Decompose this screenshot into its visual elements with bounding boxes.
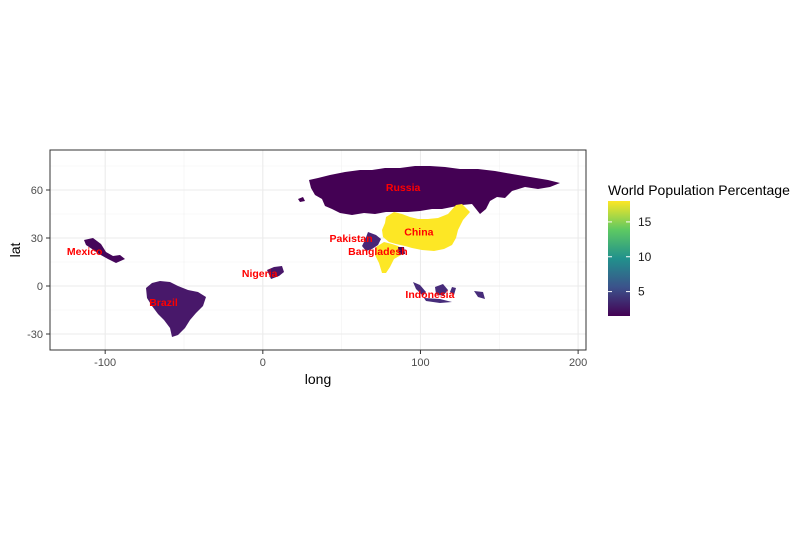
country-label-brazil: Brazil: [149, 297, 178, 309]
country-label-bangladesh: Bangladesh: [348, 246, 408, 258]
country-indonesia-sulawesi: [450, 287, 456, 295]
country-label-indonesia: Indonesia: [405, 289, 454, 301]
country-label-mexico: Mexico: [67, 246, 103, 258]
country-china: [382, 204, 470, 251]
country-label-pakistan: Pakistan: [330, 233, 373, 245]
country-pakistan: [362, 232, 381, 251]
country-label-russia: Russia: [386, 182, 421, 194]
legend-tick-label: 10: [638, 250, 652, 264]
country-indonesia-papua: [474, 291, 485, 299]
x-tick-label: 200: [569, 357, 587, 369]
country-bangladesh: [398, 247, 405, 255]
legend: World Population Percentage 5 10 15: [608, 182, 790, 316]
country-russia: [309, 166, 560, 215]
country-nigeria: [267, 266, 284, 279]
y-tick-label: -30: [27, 329, 43, 341]
x-tick-label: -100: [94, 357, 116, 369]
y-tick-label: 60: [31, 185, 43, 197]
legend-colorbar: [608, 201, 630, 316]
country-indonesia-borneo: [435, 284, 448, 296]
legend-tick-label: 5: [638, 285, 645, 299]
y-axis-ticks: -30 0 30 60: [27, 185, 50, 341]
legend-tick-label: 15: [638, 215, 652, 229]
country-mexico: [84, 238, 125, 263]
plot-border: [49, 149, 587, 351]
country-india: [375, 242, 405, 273]
legend-ticks: 5 10 15: [608, 215, 652, 299]
country-brazil: [146, 281, 206, 337]
y-tick-label: 0: [37, 281, 43, 293]
x-tick-label: 100: [411, 357, 429, 369]
y-tick-label: 30: [31, 233, 43, 245]
country-label-china: China: [404, 227, 433, 239]
countries: [84, 166, 560, 337]
legend-title: World Population Percentage: [608, 182, 790, 198]
country-label-nigeria: Nigeria: [242, 268, 278, 280]
x-axis-title: long: [305, 371, 331, 387]
country-russia-fragment: [298, 197, 305, 202]
country-indonesia-java: [424, 298, 452, 303]
x-axis-ticks: -100 0 100 200: [94, 350, 587, 369]
y-axis-title: lat: [7, 243, 23, 258]
x-tick-label: 0: [260, 357, 266, 369]
country-indonesia-sumatra: [413, 282, 426, 296]
